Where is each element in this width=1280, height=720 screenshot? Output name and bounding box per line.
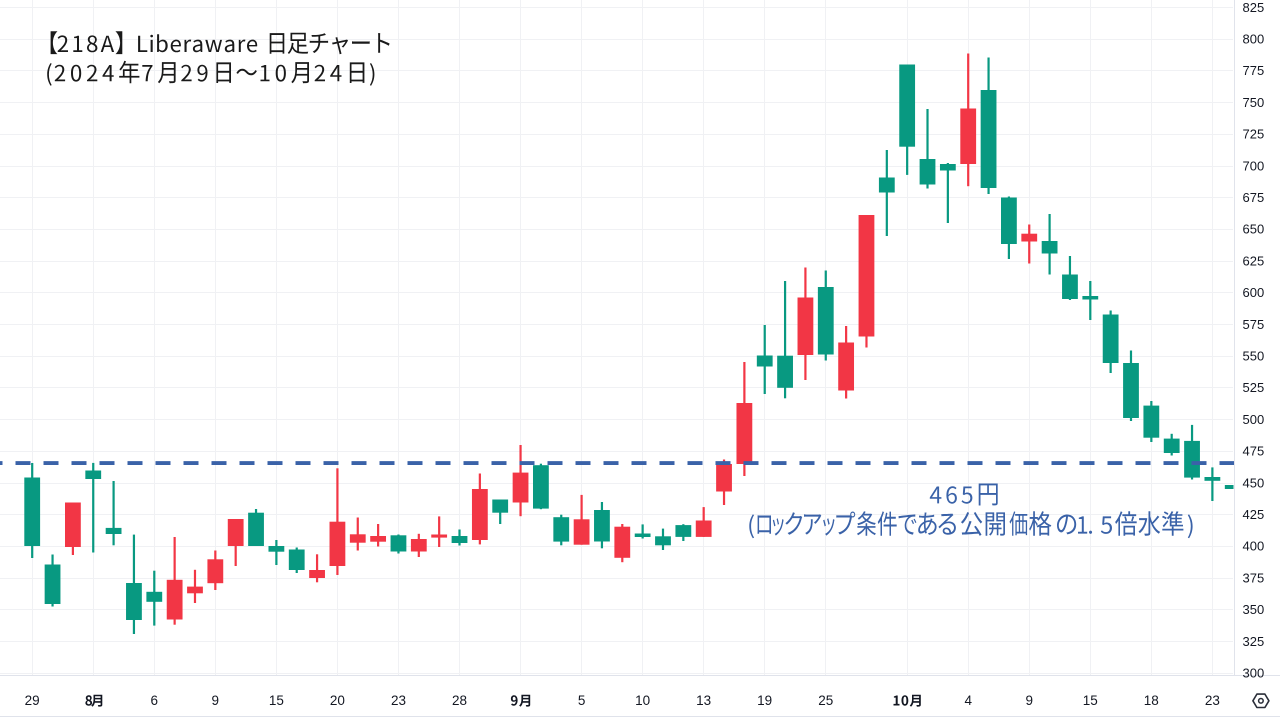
svg-text:20: 20 [330,693,345,708]
svg-text:825: 825 [1243,0,1265,15]
svg-text:4: 4 [964,693,972,708]
svg-text:300: 300 [1243,666,1265,681]
svg-text:425: 425 [1243,507,1265,522]
svg-text:775: 775 [1243,63,1265,78]
svg-text:9: 9 [212,693,220,708]
svg-text:25: 25 [818,693,833,708]
svg-text:19: 19 [757,693,772,708]
svg-text:800: 800 [1243,32,1265,47]
svg-text:23: 23 [391,693,406,708]
svg-text:13: 13 [696,693,711,708]
svg-text:750: 750 [1243,95,1265,110]
svg-text:600: 600 [1243,285,1265,300]
svg-text:675: 675 [1243,190,1265,205]
svg-text:23: 23 [1205,693,1220,708]
svg-text:650: 650 [1243,222,1265,237]
svg-text:6: 6 [151,693,159,708]
svg-text:15: 15 [269,693,284,708]
svg-text:400: 400 [1243,539,1265,554]
svg-text:375: 375 [1243,570,1265,585]
svg-text:18: 18 [1144,693,1159,708]
svg-text:575: 575 [1243,317,1265,332]
svg-text:700: 700 [1243,158,1265,173]
svg-text:10: 10 [635,693,650,708]
svg-text:350: 350 [1243,602,1265,617]
svg-text:9: 9 [1026,693,1034,708]
svg-text:325: 325 [1243,634,1265,649]
svg-text:15: 15 [1083,693,1098,708]
svg-text:450: 450 [1243,475,1265,490]
svg-text:525: 525 [1243,380,1265,395]
svg-text:725: 725 [1243,127,1265,142]
svg-text:5: 5 [578,693,586,708]
svg-text:28: 28 [452,693,467,708]
svg-text:500: 500 [1243,412,1265,427]
svg-text:475: 475 [1243,444,1265,459]
svg-text:550: 550 [1243,349,1265,364]
svg-text:29: 29 [25,693,40,708]
svg-text:625: 625 [1243,253,1265,268]
